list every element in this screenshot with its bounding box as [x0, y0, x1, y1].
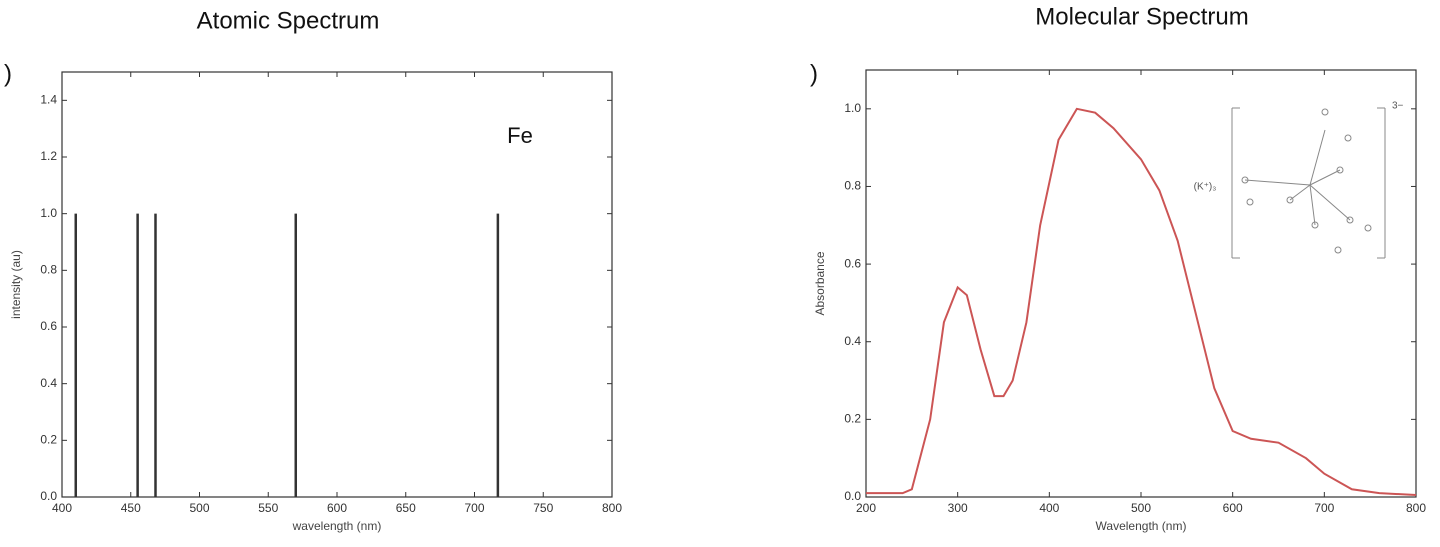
y-tick-label: 0.6: [844, 256, 861, 270]
y-axis-label: intensity (au): [9, 250, 23, 319]
plot-frame: [865, 69, 1417, 498]
charge-label: 3−: [1392, 101, 1404, 112]
element-label: Fe: [507, 123, 533, 148]
y-tick-label: 0.8: [40, 263, 57, 277]
x-tick-label: 450: [121, 501, 141, 515]
x-tick-label: 650: [396, 501, 416, 515]
x-tick-label: 800: [1406, 501, 1426, 515]
chart-title: Molecular Spectrum: [1035, 3, 1248, 30]
x-tick-label: 550: [258, 501, 278, 515]
y-tick-label: 1.2: [40, 149, 57, 163]
x-tick-label: 400: [1039, 501, 1059, 515]
x-tick-label: 500: [1131, 501, 1151, 515]
x-axis-label: Wavelength (nm): [1096, 519, 1187, 533]
y-tick-label: 0.0: [844, 489, 861, 503]
absorbance-curve: [866, 107, 1417, 497]
x-tick-label: 600: [327, 501, 347, 515]
x-tick-label: 500: [189, 501, 209, 515]
y-tick-label: 0.2: [844, 412, 861, 426]
y-tick-label: 1.0: [40, 206, 57, 220]
x-tick-label: 700: [464, 501, 484, 515]
y-tick-label: 0.4: [844, 334, 861, 348]
x-tick-label: 200: [856, 501, 876, 515]
x-axis-label: wavelength (nm): [292, 519, 382, 533]
counterion-label: (K⁺)₃: [1194, 182, 1217, 193]
y-tick-label: 0.2: [40, 433, 57, 447]
y-tick-label: 0.4: [40, 376, 57, 390]
x-tick-label: 800: [602, 501, 622, 515]
x-tick-label: 700: [1314, 501, 1334, 515]
panel-label: ): [810, 60, 818, 87]
y-tick-label: 0.8: [844, 179, 861, 193]
y-tick-label: 0.0: [40, 489, 57, 503]
y-tick-label: 0.6: [40, 319, 57, 333]
molecule-inset: [1231, 107, 1386, 259]
x-tick-label: 300: [948, 501, 968, 515]
y-tick-label: 1.4: [40, 93, 57, 107]
x-tick-label: 400: [52, 501, 72, 515]
y-tick-label: 1.0: [844, 101, 861, 115]
chart-title: Atomic Spectrum: [197, 7, 380, 34]
y-axis-label: Absorbance: [813, 251, 827, 315]
panel-label: ): [4, 60, 12, 87]
x-tick-label: 750: [533, 501, 553, 515]
x-tick-label: 600: [1223, 501, 1243, 515]
